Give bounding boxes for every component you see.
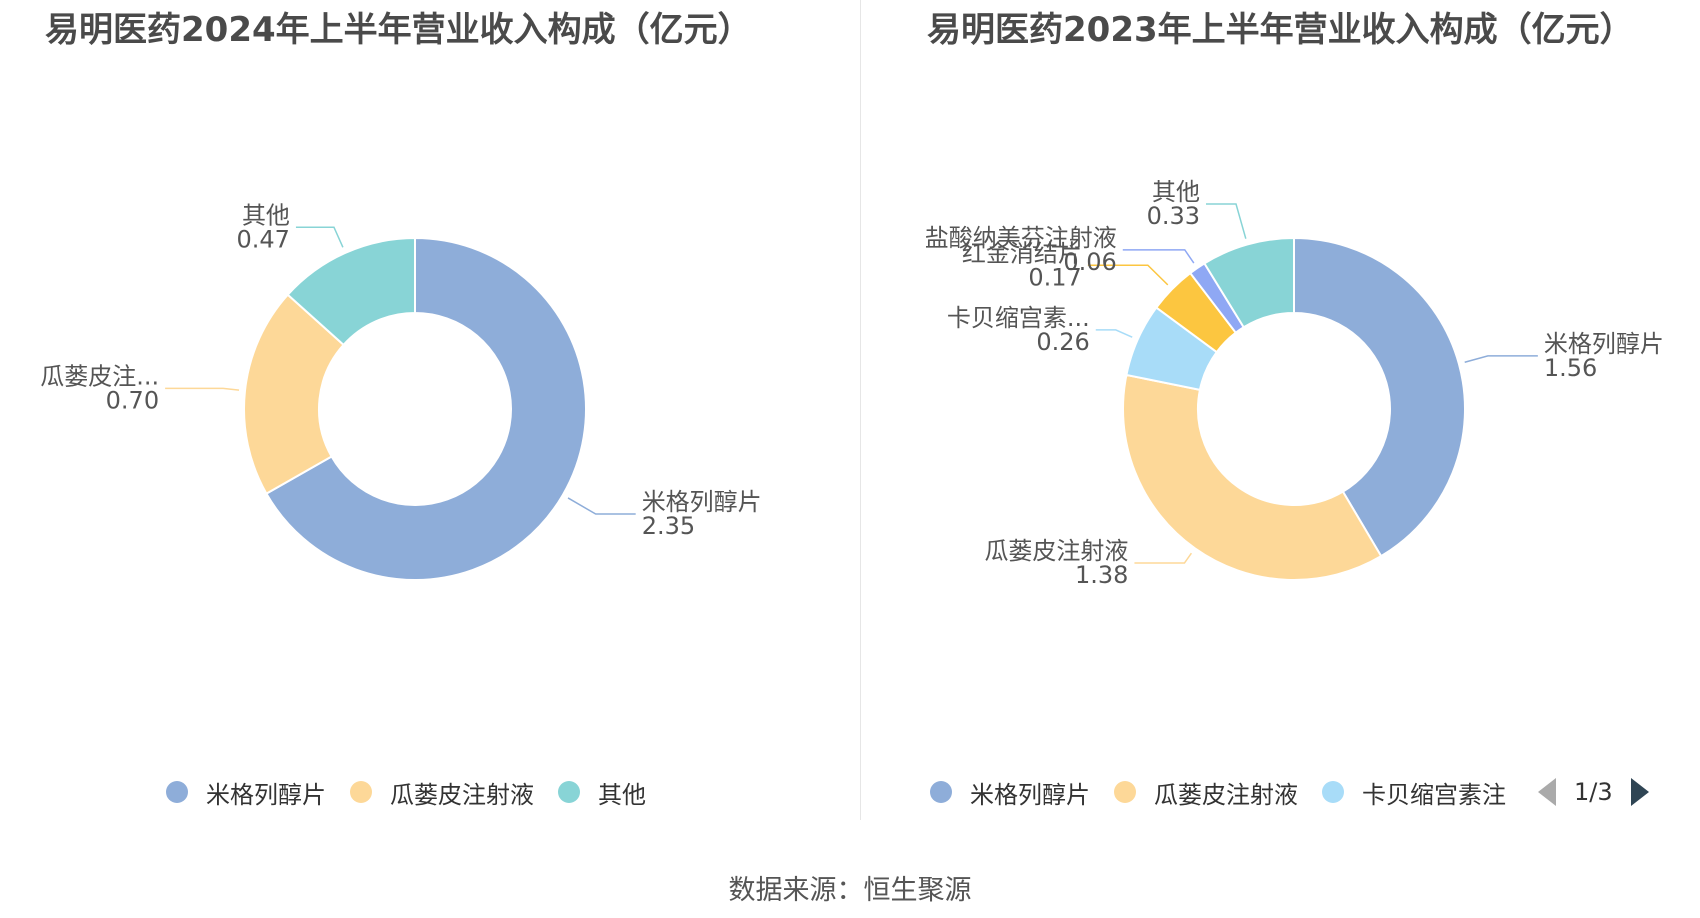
slice-label-value: 1.56 xyxy=(1544,354,1597,382)
label-leader-line xyxy=(1464,355,1538,363)
slice-label-name: 卡贝缩宫素... xyxy=(947,304,1090,332)
chart-title-2023: 易明医药2023年上半年营业收入构成（亿元） xyxy=(927,10,1634,50)
chart-title-2024: 易明医药2024年上半年营业收入构成（亿元） xyxy=(45,10,752,50)
legend-dot-icon xyxy=(1114,781,1136,803)
slice-label-name: 其他 xyxy=(242,201,290,229)
slice-label-value: 0.33 xyxy=(1147,202,1200,230)
pie-slice-其他[interactable] xyxy=(1203,236,1295,329)
legend-label: 瓜蒌皮注射液 xyxy=(390,780,534,809)
legend-item[interactable]: 瓜蒌皮注射液 xyxy=(350,775,534,810)
slice-label-name: 其他 xyxy=(1152,178,1200,206)
slice-label-name: 瓜蒌皮注射液 xyxy=(984,537,1128,565)
slice-label-value: 0.06 xyxy=(1063,248,1116,276)
legend-dot-icon xyxy=(558,781,580,803)
pie-slice-瓜蒌皮注射液[interactable] xyxy=(1122,373,1383,581)
legend-2023: 米格列醇片 瓜蒌皮注射液 卡贝缩宫素注 1/3 xyxy=(930,775,1649,809)
label-leader-line xyxy=(165,387,240,391)
label-leader-line xyxy=(1122,249,1195,264)
legend-item[interactable]: 其他 xyxy=(558,775,646,810)
triangle-left-icon[interactable] xyxy=(1538,778,1556,806)
slice-label-name: 盐酸纳美芬注射液 xyxy=(925,224,1117,252)
legend-label: 瓜蒌皮注射液 xyxy=(1154,780,1298,809)
legend-item[interactable]: 米格列醇片 xyxy=(930,775,1090,810)
slice-label-name: 瓜蒌皮注... xyxy=(40,362,159,390)
legend-dot-icon xyxy=(166,781,188,803)
label-leader-line xyxy=(567,497,636,515)
slice-label-value: 0.47 xyxy=(237,225,290,253)
legend-item[interactable]: 瓜蒌皮注射液 xyxy=(1114,775,1298,810)
legend-label: 米格列醇片 xyxy=(206,780,326,809)
pie-slice-米格列醇片[interactable] xyxy=(265,236,587,581)
chart-panel-2024: 易明医药2024年上半年营业收入构成（亿元） xyxy=(0,0,860,820)
legend-label: 米格列醇片 xyxy=(970,780,1090,809)
legend-item[interactable]: 米格列醇片 xyxy=(166,775,326,810)
triangle-right-icon[interactable] xyxy=(1630,778,1649,806)
slice-label-value: 2.35 xyxy=(642,512,695,540)
chart-panel-2023: 易明医药2023年上半年营业收入构成（亿元） xyxy=(862,0,1700,820)
slice-label-name: 米格列醇片 xyxy=(642,488,762,516)
label-leader-line xyxy=(1087,264,1169,286)
legend-page-indicator: 1/3 xyxy=(1574,778,1613,806)
slice-label-name: 米格列醇片 xyxy=(1544,330,1664,358)
slice-label-value: 0.26 xyxy=(1036,328,1089,356)
label-leader-line xyxy=(1095,329,1133,338)
pie-slice-瓜蒌皮注射液[interactable] xyxy=(243,293,345,495)
legend-item[interactable]: 卡贝缩宫素注 xyxy=(1322,775,1506,810)
slice-label-value: 1.38 xyxy=(1075,561,1128,589)
label-leader-line xyxy=(295,226,344,248)
legend-2024: 米格列醇片 瓜蒌皮注射液 其他 xyxy=(166,775,670,809)
legend-dot-icon xyxy=(1322,781,1344,803)
pie-slice-其他[interactable] xyxy=(286,236,416,347)
legend-label: 其他 xyxy=(598,780,646,809)
panel-divider xyxy=(860,0,861,820)
slice-label-value: 0.70 xyxy=(106,386,159,414)
slice-label-value: 0.17 xyxy=(1028,263,1081,291)
legend-dot-icon xyxy=(350,781,372,803)
legend-dot-icon xyxy=(930,781,952,803)
data-source-note: 数据来源：恒生聚源 xyxy=(728,875,972,906)
label-leader-line xyxy=(1134,552,1193,564)
legend-pager: 1/3 xyxy=(1538,778,1649,806)
slice-label-name: 红金消结片 xyxy=(962,239,1082,267)
label-leader-line xyxy=(1206,203,1247,239)
pie-slice-米格列醇片[interactable] xyxy=(1293,236,1466,558)
legend-label: 卡贝缩宫素注 xyxy=(1362,780,1506,809)
